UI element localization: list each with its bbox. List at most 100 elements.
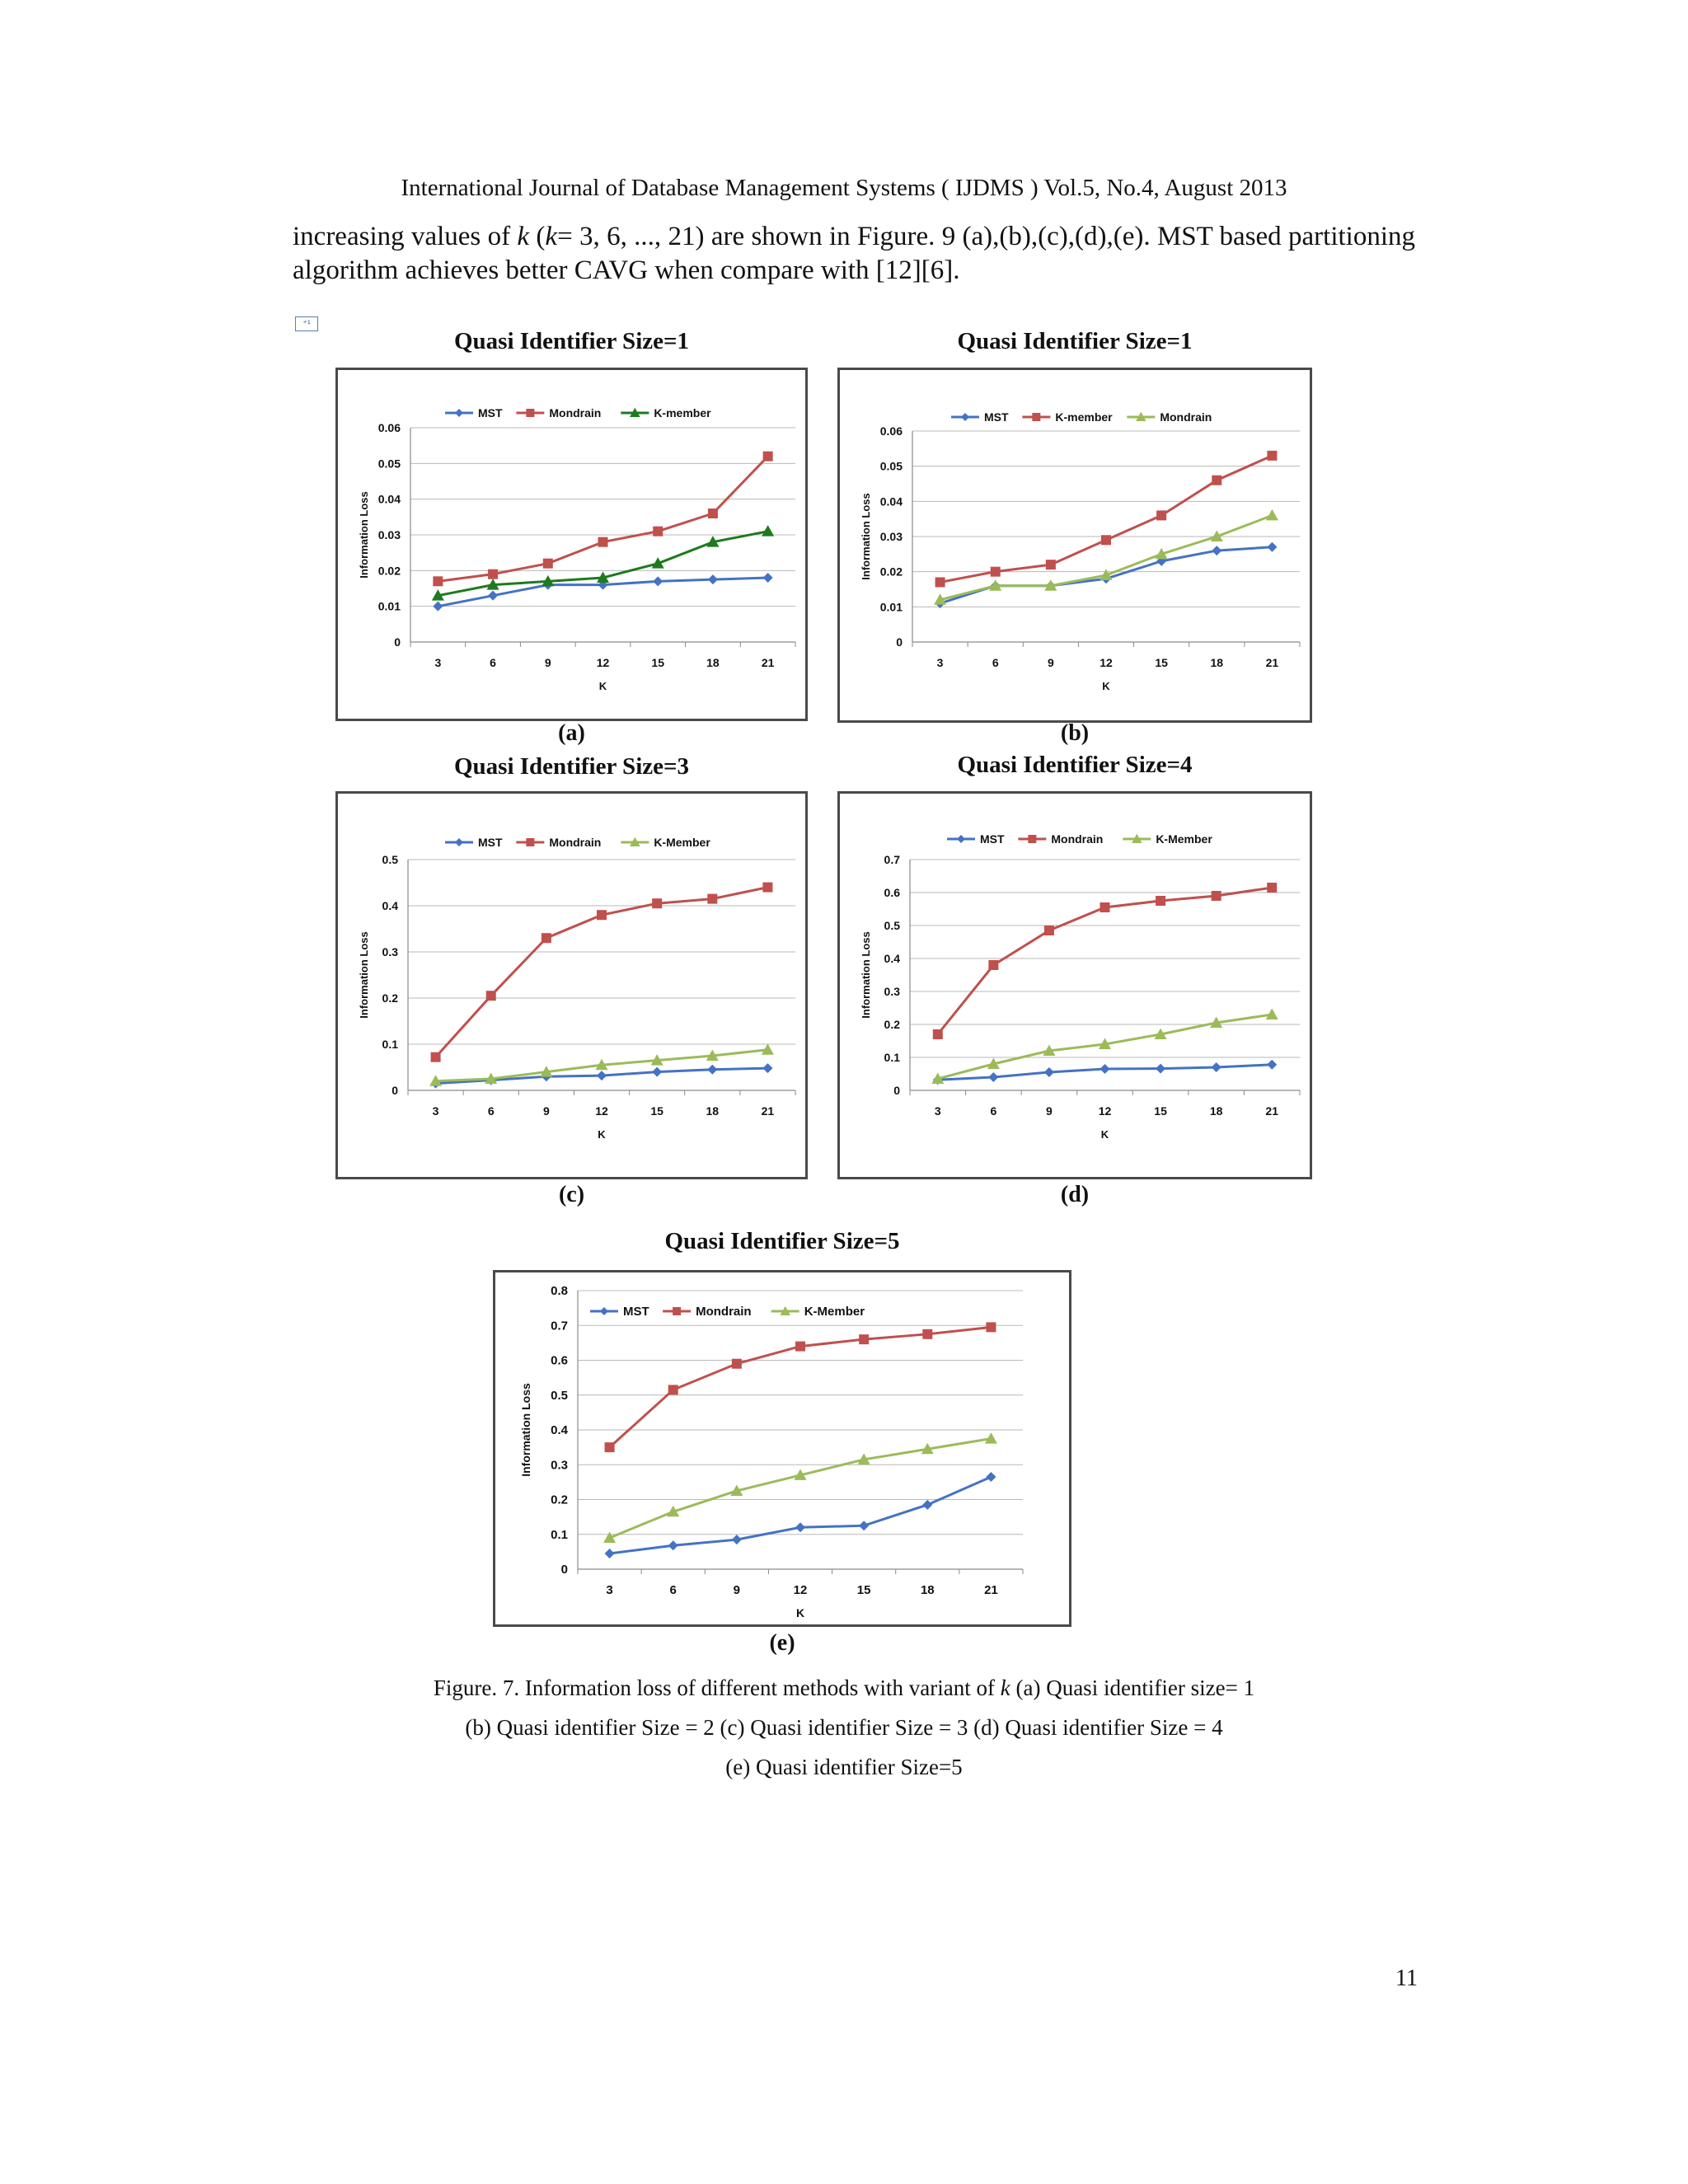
chart-e-title: Quasi Identifier Size=5 <box>664 1228 900 1254</box>
chart-e-x-tick-label: 6 <box>670 1583 677 1597</box>
caption-line-3: (e) Quasi identifier Size=5 <box>725 1755 963 1779</box>
chart-d-sublabel: (d) <box>1060 1182 1090 1207</box>
chart-e-x-tick-label: 15 <box>857 1583 871 1597</box>
chart-c-x-tick-label: 9 <box>543 1104 550 1118</box>
chart-b-data-point <box>990 566 1001 577</box>
chart-e-x-tick-label: 21 <box>984 1583 998 1597</box>
chart-b-x-ticks: 3 6 9 12 15 18 21 <box>912 642 1301 669</box>
chart-a-legend-marker <box>455 409 463 417</box>
chart-d-legend-marker <box>1028 835 1037 843</box>
chart-d-data-point <box>1156 1063 1166 1074</box>
chart-d-y-tick-label: 0 <box>893 1084 900 1097</box>
chart-c-legend-marker <box>630 837 640 846</box>
chart-a-x-tick-label: 18 <box>706 656 720 669</box>
chart-d-data-point <box>987 1057 1000 1069</box>
chart-d-title: Quasi Identifier Size=4 <box>957 752 1193 778</box>
chart-e-data-point <box>668 1385 678 1395</box>
chart-d-data-point <box>1211 1062 1221 1072</box>
chart-e-sublabel: (e) <box>769 1630 795 1656</box>
chart-a-y-ticks: 0 0.01 0.02 0.03 0.04 0.05 0.06 <box>378 421 401 649</box>
chart-c-data-point <box>597 1071 607 1081</box>
chart-c-data-point <box>762 1063 773 1074</box>
chart-a-data-point <box>762 525 775 537</box>
chart-b-data-point <box>1100 569 1113 580</box>
chart-a-series-mst <box>433 573 773 612</box>
chart-d-svg: 0 0.1 0.2 0.3 0.4 0.5 0.6 0.7 3 6 9 12 15 18 21 K Inform… <box>860 832 1301 1141</box>
chart-d-data-point <box>1043 1067 1054 1077</box>
chart-a-sublabel: (a) <box>558 720 585 746</box>
chart-c-data-point <box>652 1066 663 1077</box>
chart-d-y-tick-label: 0.3 <box>884 985 901 998</box>
chart-e-data-point <box>857 1453 870 1465</box>
chart-b-y-tick-label: 0.04 <box>880 494 903 508</box>
chart-a-data-point <box>488 590 499 601</box>
chart-a-legend-marker <box>526 409 535 417</box>
chart-b-data-point <box>935 577 945 588</box>
chart-a-x-tick-label: 9 <box>545 656 551 669</box>
chart-d-y-ticks: 0 0.1 0.2 0.3 0.4 0.5 0.6 0.7 <box>884 853 901 1097</box>
chart-c-y-tick-label: 0.1 <box>382 1038 399 1051</box>
caption-line-1-text: Figure. 7. Information loss of different… <box>433 1675 1001 1700</box>
chart-d-y-tick-label: 0.5 <box>884 919 901 932</box>
chart-e-data-point <box>604 1442 615 1453</box>
chart-a-y-tick-label: 0.05 <box>378 457 401 470</box>
chart-c-series-k-member <box>429 1043 774 1086</box>
chart-e-y-tick-label: 0.1 <box>551 1528 568 1542</box>
chart-a-x-tick-label: 6 <box>490 656 496 669</box>
chart-d-legend-label: MST <box>980 832 1005 846</box>
chart-e-data-point <box>984 1432 997 1444</box>
chart-c-data-point <box>707 1064 718 1075</box>
chart-c-data-point <box>707 893 718 904</box>
chart-b-legend-label: K-member <box>1055 410 1113 424</box>
chart-c-legend-label: MST <box>478 836 503 849</box>
chart-a-data-point <box>433 576 443 587</box>
chart-e-y-axis-label: Information Loss <box>519 1383 532 1477</box>
chart-c-x-axis-label: K <box>598 1128 606 1141</box>
chart-b-data-point <box>1101 535 1111 546</box>
chart-d-data-point <box>1267 883 1278 893</box>
chart-a-data-point <box>597 571 609 583</box>
chart-e-data-point <box>986 1322 996 1333</box>
chart-a-data-point <box>762 573 773 583</box>
chart-b-x-tick-label: 21 <box>1266 656 1279 669</box>
chart-e-data-point <box>921 1442 934 1455</box>
chart-b-data-point <box>1155 547 1168 560</box>
chart-b-sublabel: (b) <box>1060 720 1090 746</box>
chart-a-data-point <box>598 537 608 547</box>
chart-b-data-point <box>1267 450 1278 461</box>
chart-b-x-tick-label: 3 <box>937 656 944 669</box>
chart-d-data-point <box>1154 1028 1167 1039</box>
caption-line-1: Figure. 7. Information loss of different… <box>0 1668 1688 1708</box>
chart-b-data-point <box>1045 560 1056 570</box>
chart-d-data-point <box>931 1072 945 1084</box>
chart-d-series-mst <box>932 1059 1278 1085</box>
chart-a-data-point <box>706 536 720 547</box>
chart-a-data-point <box>486 579 499 590</box>
chart-c-series-mondrain <box>430 882 773 1062</box>
chart-e-legend: MST Mondrain K-Member <box>590 1305 865 1319</box>
chart-c-title: Quasi Identifier Size=3 <box>453 753 690 780</box>
chart-e-y-tick-label: 0.5 <box>551 1389 568 1403</box>
running-header: International Journal of Database Manage… <box>401 175 1287 201</box>
chart-a-data-point <box>762 451 773 462</box>
chart-b-series-mondrain <box>934 509 1278 605</box>
chart-e: 0 0.1 0.2 0.3 0.4 0.5 0.6 0.7 0.8 3 6 9 12 15 18 21 K Inf… <box>493 1270 1071 1627</box>
chart-c-y-tick-label: 0.3 <box>382 945 399 958</box>
chart-b-legend-label: MST <box>984 410 1009 424</box>
chart-a-y-tick-label: 0.03 <box>378 528 401 541</box>
chart-a-data-point <box>653 576 663 587</box>
chart-b-series-line <box>940 454 1273 583</box>
chart-e-y-tick-label: 0 <box>561 1563 568 1577</box>
chart-b-y-tick-label: 0.03 <box>880 530 903 543</box>
chart-b-x-tick-label: 12 <box>1100 656 1113 669</box>
chart-b-data-point <box>1212 546 1222 556</box>
chart-c-y-tick-label: 0.5 <box>382 853 399 866</box>
intro-text-1: increasing values of <box>293 222 518 251</box>
chart-a-x-tick-label: 3 <box>434 656 441 669</box>
chart-a-legend-label: K-member <box>654 406 711 419</box>
intro-paragraph: increasing values of k (k= 3, 6, ..., 21… <box>293 220 1415 288</box>
chart-c-svg: 0 0.1 0.2 0.3 0.4 0.5 3 6 9 12 15 18 21 K Information … <box>358 836 796 1141</box>
chart-a-series-mondrain <box>433 451 773 587</box>
chart-e-data-point <box>730 1484 743 1496</box>
chart-e-legend-label: Mondrain <box>696 1305 752 1319</box>
